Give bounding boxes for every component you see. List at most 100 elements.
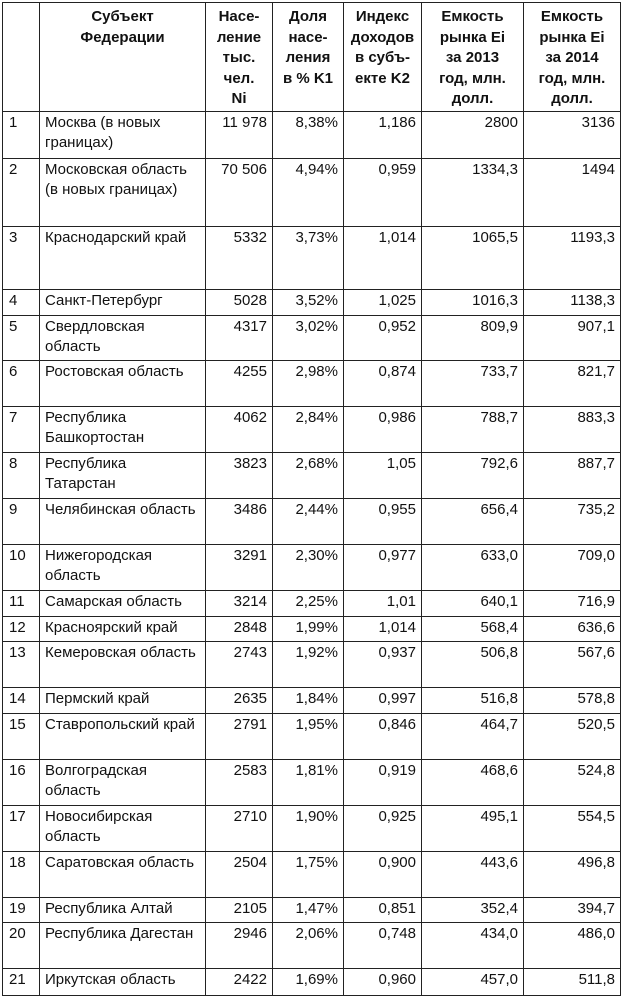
region-name: Нижегородская область bbox=[39, 543, 206, 591]
value-cell: 3,73% bbox=[272, 225, 344, 290]
table-row: 5 Свердловская область 4317 3,02% 0,952 809,9… bbox=[2, 314, 621, 361]
table-row: 10 Нижегородская область 3291 2,30% 0,977 633… bbox=[2, 543, 621, 591]
value-cell: 1193,3 bbox=[523, 225, 621, 290]
value-cell: 1,05 bbox=[343, 451, 422, 499]
table-row: 12 Красноярский край 2848 1,99% 1,014 568,4 63… bbox=[2, 615, 621, 642]
value-cell: 434,0 bbox=[421, 921, 524, 969]
value-cell: 2848 bbox=[205, 615, 273, 642]
header-cell: Индекс доходов в субъ- екте K2 bbox=[343, 2, 422, 112]
value-cell: 8,38% bbox=[272, 110, 344, 159]
table-row: 20 Республика Дагестан 2946 2,06% 0,748 434,0… bbox=[2, 921, 621, 969]
value-cell: 578,8 bbox=[523, 686, 621, 714]
value-cell: 656,4 bbox=[421, 497, 524, 545]
value-cell: 2710 bbox=[205, 804, 273, 852]
value-cell: 495,1 bbox=[421, 804, 524, 852]
table-row: 15 Ставропольский край 2791 1,95% 0,846 464,7… bbox=[2, 712, 621, 760]
region-name: Иркутская область bbox=[39, 967, 206, 996]
row-number: 15 bbox=[2, 712, 40, 760]
value-cell: 0,846 bbox=[343, 712, 422, 760]
header-cell: Субъект Федерации bbox=[39, 2, 206, 112]
value-cell: 2635 bbox=[205, 686, 273, 714]
region-name: Республика Алтай bbox=[39, 896, 206, 923]
header-cell: Емкость рынка Ei за 2014 год, млн. долл. bbox=[523, 2, 621, 112]
value-cell: 2,84% bbox=[272, 405, 344, 453]
row-number: 8 bbox=[2, 451, 40, 499]
value-cell: 0,937 bbox=[343, 640, 422, 688]
value-cell: 4255 bbox=[205, 359, 273, 407]
region-name: Краснодарский край bbox=[39, 225, 206, 290]
region-name: Новосибирская область bbox=[39, 804, 206, 852]
value-cell: 0,900 bbox=[343, 850, 422, 898]
value-cell: 394,7 bbox=[523, 896, 621, 923]
region-name: Кемеровская область bbox=[39, 640, 206, 688]
region-name: Волгоградская область bbox=[39, 758, 206, 806]
row-number: 18 bbox=[2, 850, 40, 898]
value-cell: 1494 bbox=[523, 157, 621, 227]
region-name: Саратовская область bbox=[39, 850, 206, 898]
value-cell: 486,0 bbox=[523, 921, 621, 969]
header-cell: Насе- ление тыс. чел. Ni bbox=[205, 2, 273, 112]
value-cell: 4317 bbox=[205, 314, 273, 361]
value-cell: 464,7 bbox=[421, 712, 524, 760]
value-cell: 1,84% bbox=[272, 686, 344, 714]
value-cell: 1334,3 bbox=[421, 157, 524, 227]
value-cell: 1,90% bbox=[272, 804, 344, 852]
value-cell: 443,6 bbox=[421, 850, 524, 898]
value-cell: 3,02% bbox=[272, 314, 344, 361]
value-cell: 2422 bbox=[205, 967, 273, 996]
value-cell: 1,69% bbox=[272, 967, 344, 996]
value-cell: 70 506 bbox=[205, 157, 273, 227]
value-cell: 5028 bbox=[205, 288, 273, 316]
table-row: 9 Челябинская область 3486 2,44% 0,955 656,4 7… bbox=[2, 497, 621, 545]
row-number: 13 bbox=[2, 640, 40, 688]
value-cell: 2800 bbox=[421, 110, 524, 159]
table-row: 14 Пермский край 2635 1,84% 0,997 516,8 578,8 bbox=[2, 686, 621, 714]
value-cell: 0,925 bbox=[343, 804, 422, 852]
value-cell: 735,2 bbox=[523, 497, 621, 545]
header-cell: Доля насе- ления в % K1 bbox=[272, 2, 344, 112]
value-cell: 4062 bbox=[205, 405, 273, 453]
row-number: 2 bbox=[2, 157, 40, 227]
value-cell: 709,0 bbox=[523, 543, 621, 591]
header-row: Субъект Федерации Насе- ление тыс. чел. N… bbox=[2, 2, 621, 112]
value-cell: 2946 bbox=[205, 921, 273, 969]
value-cell: 788,7 bbox=[421, 405, 524, 453]
table-row: 4 Санкт-Петербург 5028 3,52% 1,025 1016,3 1138… bbox=[2, 288, 621, 316]
value-cell: 1,99% bbox=[272, 615, 344, 642]
region-name: Республика Башкортостан bbox=[39, 405, 206, 453]
row-number: 9 bbox=[2, 497, 40, 545]
header-cell bbox=[2, 2, 40, 112]
row-number: 10 bbox=[2, 543, 40, 591]
value-cell: 809,9 bbox=[421, 314, 524, 361]
value-cell: 0,977 bbox=[343, 543, 422, 591]
value-cell: 1016,3 bbox=[421, 288, 524, 316]
value-cell: 4,94% bbox=[272, 157, 344, 227]
value-cell: 0,952 bbox=[343, 314, 422, 361]
value-cell: 3136 bbox=[523, 110, 621, 159]
value-cell: 1,186 bbox=[343, 110, 422, 159]
table-row: 17 Новосибирская область 2710 1,90% 0,925 495… bbox=[2, 804, 621, 852]
region-name: Ставропольский край bbox=[39, 712, 206, 760]
value-cell: 2504 bbox=[205, 850, 273, 898]
value-cell: 511,8 bbox=[523, 967, 621, 996]
value-cell: 496,8 bbox=[523, 850, 621, 898]
value-cell: 516,8 bbox=[421, 686, 524, 714]
value-cell: 633,0 bbox=[421, 543, 524, 591]
row-number: 11 bbox=[2, 589, 40, 617]
value-cell: 907,1 bbox=[523, 314, 621, 361]
region-name: Свердловская область bbox=[39, 314, 206, 361]
value-cell: 1138,3 bbox=[523, 288, 621, 316]
value-cell: 0,960 bbox=[343, 967, 422, 996]
table-row: 7 Республика Башкортостан 4062 2,84% 0,986 78… bbox=[2, 405, 621, 453]
value-cell: 2,44% bbox=[272, 497, 344, 545]
value-cell: 554,5 bbox=[523, 804, 621, 852]
value-cell: 733,7 bbox=[421, 359, 524, 407]
region-name: Московская область (в новых границах) bbox=[39, 157, 206, 227]
value-cell: 1,92% bbox=[272, 640, 344, 688]
value-cell: 11 978 bbox=[205, 110, 273, 159]
row-number: 3 bbox=[2, 225, 40, 290]
value-cell: 352,4 bbox=[421, 896, 524, 923]
value-cell: 716,9 bbox=[523, 589, 621, 617]
